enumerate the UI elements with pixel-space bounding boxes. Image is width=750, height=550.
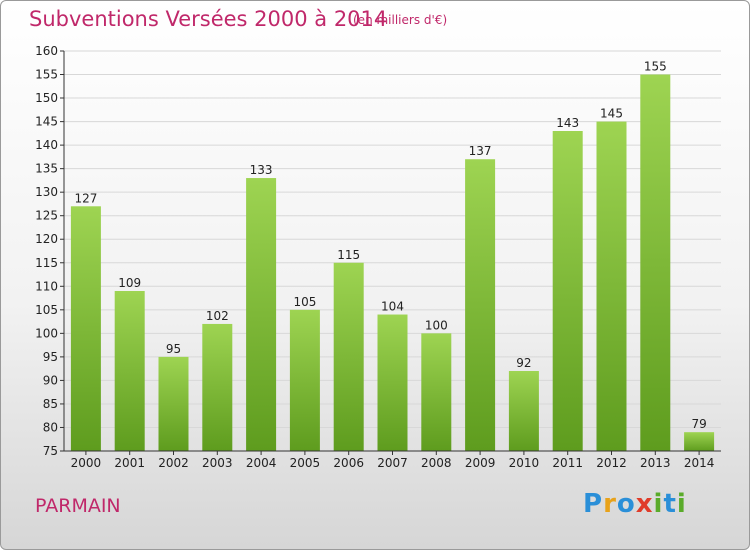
chart-unit: (en milliers d'€) (353, 13, 448, 27)
bars: 127 109 95 102 133 105 115 104 100 137 92 143 145 155… (70, 60, 715, 452)
commune-name: PARMAIN (35, 495, 121, 517)
y-tick-label: 160 (35, 44, 58, 58)
x-tick-label-2006: 2006 (333, 456, 364, 470)
x-tick-label-2011: 2011 (552, 456, 583, 470)
y-tick-label: 130 (35, 185, 58, 199)
y-tick-label: 110 (35, 279, 58, 293)
proxiti-logo: Proxiti (583, 489, 687, 519)
y-tick-label: 100 (35, 326, 58, 340)
data-label-2001: 109 (118, 276, 141, 290)
y-tick-label: 85 (43, 397, 58, 411)
y-tick-label: 120 (35, 232, 58, 246)
bar-2012 (596, 121, 627, 452)
data-label-2012: 145 (600, 107, 623, 121)
data-label-2013: 155 (644, 60, 667, 74)
bar-2008 (421, 333, 452, 451)
y-tick-label: 155 (35, 68, 58, 82)
y-tick-label: 140 (35, 138, 58, 152)
x-tick-label-2007: 2007 (377, 456, 408, 470)
x-tick-label-2009: 2009 (465, 456, 496, 470)
logo-letter: x (635, 489, 654, 519)
bar-2011 (552, 131, 583, 451)
bar-2005 (289, 309, 320, 451)
data-label-2014: 79 (691, 417, 706, 431)
x-tick-label-2010: 2010 (509, 456, 540, 470)
logo-letter: o (616, 489, 636, 519)
y-tick-label: 145 (35, 115, 58, 129)
bar-2000 (70, 206, 101, 451)
bar-2002 (158, 356, 189, 451)
axes: 75 80 85 90 95 100 105 110 115 120 125 130 135 140 145… (35, 44, 721, 470)
data-label-2003: 102 (206, 309, 229, 323)
bar-2013 (640, 74, 671, 451)
data-label-2011: 143 (556, 116, 579, 130)
y-tick-label: 80 (43, 420, 58, 434)
data-label-2002: 95 (166, 342, 181, 356)
logo-letter: t (663, 489, 677, 519)
x-tick-label-2004: 2004 (246, 456, 277, 470)
y-tick-label: 150 (35, 91, 58, 105)
x-tick-label-2003: 2003 (202, 456, 233, 470)
data-label-2000: 127 (74, 191, 97, 205)
bar-2007 (377, 314, 408, 451)
y-tick-label: 135 (35, 162, 58, 176)
logo-letter: i (653, 489, 664, 519)
bar-2006 (333, 262, 364, 451)
data-label-2007: 104 (381, 300, 404, 314)
y-tick-label: 95 (43, 350, 58, 364)
x-tick-label-2014: 2014 (684, 456, 715, 470)
y-tick-label: 105 (35, 303, 58, 317)
bar-2001 (114, 291, 145, 451)
x-tick-label-2013: 2013 (640, 456, 671, 470)
bar-2004 (246, 178, 277, 451)
x-tick-label-2002: 2002 (158, 456, 189, 470)
logo-letter: i (676, 489, 687, 519)
y-tick-label: 75 (43, 444, 58, 458)
x-tick-label-2012: 2012 (596, 456, 627, 470)
chart-title: Subventions Versées 2000 à 2014 (29, 7, 388, 31)
x-tick-label-2008: 2008 (421, 456, 452, 470)
data-label-2004: 133 (250, 163, 273, 177)
x-tick-label-2001: 2001 (114, 456, 145, 470)
data-label-2008: 100 (425, 318, 448, 332)
data-label-2005: 105 (293, 295, 316, 309)
data-label-2009: 137 (469, 144, 492, 158)
data-label-2006: 115 (337, 248, 360, 262)
logo-letter: P (583, 489, 604, 519)
logo-letter: r (603, 489, 617, 519)
data-label-2010: 92 (516, 356, 531, 370)
bar-2009 (465, 159, 496, 451)
y-tick-label: 125 (35, 209, 58, 223)
y-tick-label: 90 (43, 373, 58, 387)
y-tick-label: 115 (35, 256, 58, 270)
bar-2010 (508, 371, 539, 451)
bar-2003 (202, 323, 233, 451)
bar-2014 (684, 432, 715, 451)
x-tick-label-2005: 2005 (290, 456, 321, 470)
x-tick-label-2000: 2000 (71, 456, 102, 470)
